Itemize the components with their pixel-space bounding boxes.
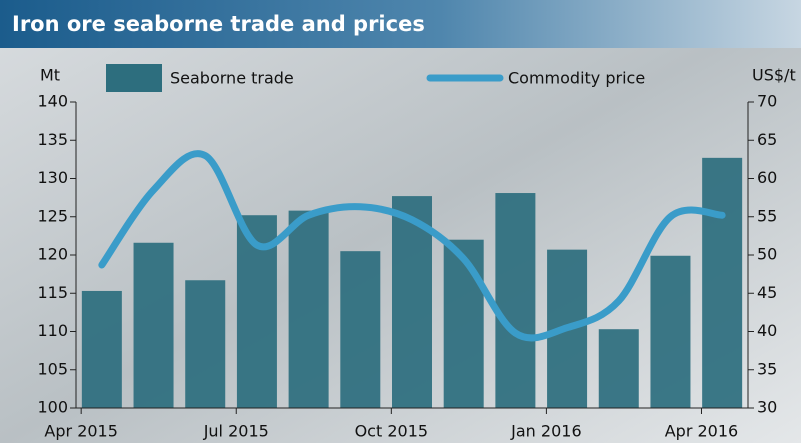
y2-tick-label: 70 (757, 92, 777, 111)
y2-tick-label: 65 (757, 130, 777, 149)
bar (702, 158, 742, 408)
y2-tick-label: 40 (757, 321, 777, 340)
y-tick-label: 105 (37, 359, 68, 378)
x-tick-label: Jan 2016 (510, 422, 581, 441)
y-tick-label: 120 (37, 245, 68, 264)
legend-label: Commodity price (508, 69, 645, 88)
y-tick-label: 125 (37, 206, 68, 225)
y-tick-label: 110 (37, 321, 68, 340)
bar (444, 240, 484, 408)
chart-title: Iron ore seaborne trade and prices (12, 12, 425, 36)
y-tick-label: 100 (37, 398, 68, 417)
chart: Iron ore seaborne trade and prices Mt US… (0, 0, 801, 443)
bar (650, 256, 690, 408)
legend-swatch (106, 64, 162, 92)
y2-tick-label: 60 (757, 168, 777, 187)
x-tick-label: Oct 2015 (355, 422, 428, 441)
y2-tick-label: 45 (757, 283, 777, 302)
y-tick-label: 130 (37, 168, 68, 187)
y2-tick-label: 50 (757, 245, 777, 264)
bar (289, 211, 329, 408)
bar (495, 193, 535, 408)
y-tick-label: 115 (37, 283, 68, 302)
y2-tick-label: 30 (757, 398, 777, 417)
bar (340, 251, 380, 408)
y-tick-label: 140 (37, 92, 68, 111)
bar (185, 280, 225, 408)
bar (599, 329, 639, 408)
page: {"chart_data": {"type": "bar-line", "tit… (0, 0, 801, 443)
y2-axis-label: US$/t (752, 66, 796, 85)
y2-tick-label: 35 (757, 359, 777, 378)
y-tick-label: 135 (37, 130, 68, 149)
y2-tick-label: 55 (757, 206, 777, 225)
bar (82, 291, 122, 408)
x-tick-label: Apr 2015 (44, 422, 117, 441)
legend-label: Seaborne trade (170, 69, 294, 88)
x-tick-label: Jul 2015 (203, 422, 269, 441)
x-tick-label: Apr 2016 (665, 422, 738, 441)
y-axis-label: Mt (40, 66, 60, 85)
bar (134, 243, 174, 408)
